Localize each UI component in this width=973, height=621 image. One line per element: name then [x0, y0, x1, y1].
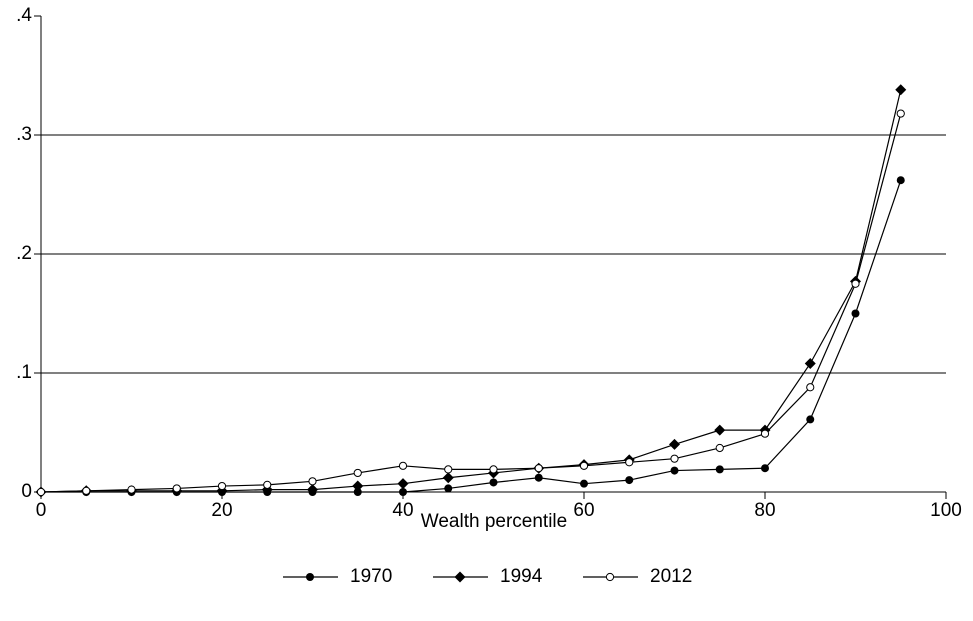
marker — [398, 461, 408, 470]
legend-label: 1994 — [500, 566, 543, 587]
marker — [715, 443, 724, 453]
marker — [896, 109, 905, 118]
marker — [263, 480, 272, 489]
marker — [534, 464, 543, 473]
marker — [172, 484, 181, 493]
legend-label: 1970 — [350, 566, 392, 587]
marker — [625, 476, 634, 485]
marker — [127, 485, 136, 494]
marker — [353, 468, 362, 478]
marker — [36, 487, 46, 497]
marker — [806, 383, 815, 392]
marker — [580, 479, 588, 488]
marker — [534, 473, 543, 482]
marker — [806, 415, 815, 424]
marker — [851, 309, 860, 318]
marker — [308, 477, 317, 486]
marker — [605, 572, 615, 582]
marker — [670, 466, 679, 475]
marker — [851, 279, 860, 288]
marker — [489, 478, 498, 487]
x-tick-label: 100 — [930, 500, 962, 521]
y-tick-label: .3 — [16, 124, 32, 145]
marker — [397, 478, 409, 490]
marker — [579, 461, 589, 470]
marker — [352, 480, 364, 492]
marker — [353, 488, 362, 496]
marker — [444, 465, 453, 474]
y-tick-label: .1 — [16, 362, 32, 383]
series-line — [40, 113, 902, 493]
y-tick-label: 0 — [21, 481, 32, 502]
marker — [896, 176, 905, 185]
x-tick-label: 40 — [392, 500, 413, 521]
marker — [714, 424, 726, 436]
marker — [670, 454, 679, 463]
x-tick-label: 80 — [754, 500, 775, 521]
x-axis-label: Wealth percentile — [421, 511, 567, 532]
marker — [454, 571, 466, 583]
marker — [444, 484, 453, 493]
marker — [399, 488, 407, 496]
marker — [715, 465, 724, 474]
marker — [669, 438, 680, 450]
x-tick-label: 0 — [36, 500, 47, 521]
series-line — [41, 180, 902, 493]
marker — [895, 84, 907, 96]
marker — [442, 472, 454, 484]
marker — [306, 573, 314, 581]
marker — [307, 484, 318, 496]
marker — [761, 464, 769, 473]
x-tick-label: 60 — [573, 500, 594, 521]
legend-label: 2012 — [650, 566, 692, 587]
y-tick-label: .2 — [16, 243, 32, 264]
marker — [760, 429, 770, 438]
y-tick-label: .4 — [16, 5, 32, 26]
marker — [82, 486, 91, 495]
series-line — [40, 89, 902, 493]
marker — [217, 481, 227, 491]
x-tick-label: 20 — [211, 500, 232, 521]
marker — [804, 357, 816, 369]
marker — [625, 458, 634, 467]
marker — [489, 465, 498, 474]
